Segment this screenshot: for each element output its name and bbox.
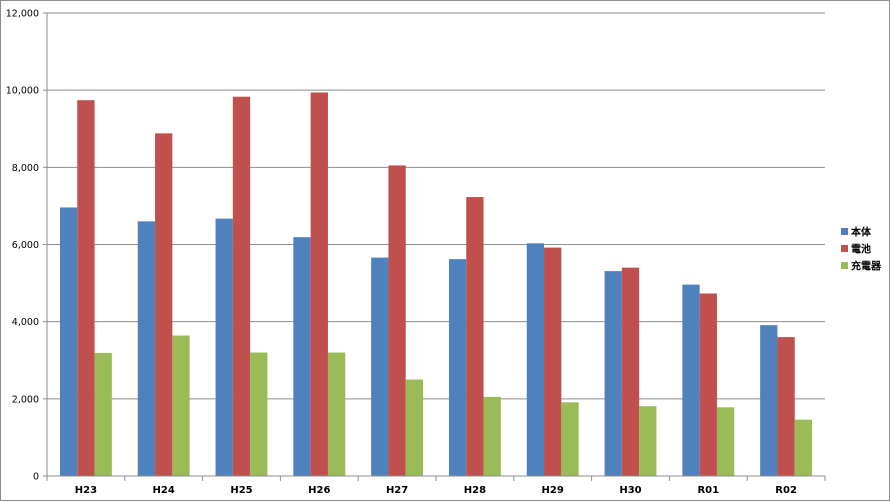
bar bbox=[794, 419, 813, 476]
bar bbox=[59, 207, 78, 476]
y-tick-label: 12,000 bbox=[6, 9, 39, 20]
bar bbox=[137, 221, 156, 476]
legend-swatch bbox=[841, 262, 848, 269]
bar bbox=[483, 396, 501, 476]
bar bbox=[777, 337, 795, 476]
legend-label: 本体 bbox=[851, 226, 872, 239]
bar bbox=[621, 267, 640, 476]
bar bbox=[310, 92, 328, 477]
legend-swatch bbox=[841, 245, 848, 252]
y-tick-label: 6,000 bbox=[12, 240, 39, 251]
legend-swatch bbox=[841, 228, 848, 235]
bar bbox=[682, 284, 700, 476]
x-tick-label: R02 bbox=[775, 485, 797, 496]
legend-label: 充電器 bbox=[851, 260, 882, 273]
y-tick-label: 0 bbox=[33, 472, 39, 483]
bar bbox=[561, 402, 579, 476]
bar bbox=[327, 352, 346, 476]
bar bbox=[155, 133, 173, 476]
legend-label: 電池 bbox=[851, 243, 871, 256]
y-tick-label: 8,000 bbox=[12, 163, 39, 174]
x-axis-ticks: H23 H24 H25 H26 H27 H28 H29 H30 R01 R02 bbox=[46, 476, 826, 496]
bar bbox=[716, 407, 735, 476]
bar bbox=[448, 259, 467, 476]
bar bbox=[604, 271, 622, 476]
bar bbox=[232, 96, 251, 476]
bar bbox=[466, 197, 484, 477]
bar bbox=[699, 293, 717, 476]
y-axis-ticks: 0 2,000 4,000 6,000 8,000 10,000 12,000 bbox=[6, 9, 47, 483]
bar bbox=[760, 325, 778, 476]
bar bbox=[371, 257, 389, 476]
bar bbox=[172, 335, 190, 476]
x-tick-label: H26 bbox=[308, 485, 330, 496]
y-tick-label: 2,000 bbox=[12, 394, 39, 405]
bar bbox=[77, 100, 95, 476]
bars bbox=[59, 92, 813, 477]
bar bbox=[94, 352, 112, 476]
bar bbox=[250, 352, 268, 476]
y-tick-label: 4,000 bbox=[12, 317, 39, 328]
bar bbox=[526, 243, 545, 476]
x-tick-label: H28 bbox=[464, 485, 486, 496]
bar bbox=[293, 237, 311, 476]
x-tick-label: H23 bbox=[75, 485, 97, 496]
x-tick-label: R01 bbox=[697, 485, 719, 496]
x-tick-label: H29 bbox=[542, 485, 564, 496]
x-tick-label: H25 bbox=[230, 485, 252, 496]
bar bbox=[215, 218, 233, 476]
bar bbox=[405, 379, 424, 476]
x-tick-label: H27 bbox=[386, 485, 408, 496]
x-tick-label: H30 bbox=[619, 485, 641, 496]
bar bbox=[544, 247, 562, 476]
bar bbox=[639, 406, 657, 476]
y-tick-label: 10,000 bbox=[6, 86, 39, 97]
x-tick-label: H24 bbox=[153, 485, 175, 496]
bar bbox=[388, 165, 406, 476]
